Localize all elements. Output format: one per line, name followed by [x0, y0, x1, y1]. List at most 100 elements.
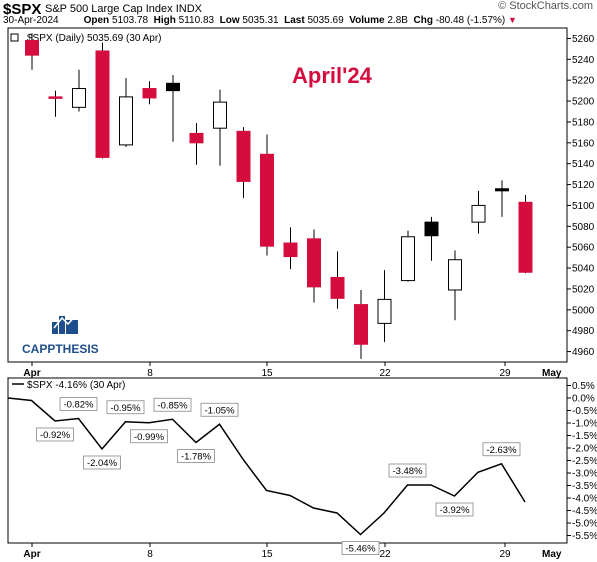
price-tick-label: 4960 [572, 347, 595, 358]
low-label: Low [219, 15, 240, 26]
quote-date: 30-Apr-2024 [3, 15, 59, 26]
date-tick-label: 8 [147, 368, 153, 379]
data-label: -1.05% [204, 405, 235, 416]
candle-body [189, 132, 204, 144]
price-tick-label: 4980 [572, 326, 595, 337]
data-label-box [388, 463, 427, 478]
date-tick-label: 29 [499, 549, 511, 560]
data-label: -1.78% [181, 452, 212, 463]
perf-tick-label: -2.0% [572, 444, 597, 455]
perf-tick-label: -2.5% [572, 456, 597, 467]
perf-tick-label: -5.0% [572, 519, 597, 530]
high-label: High [153, 15, 176, 26]
data-label-box [36, 427, 74, 442]
candle-body [518, 201, 533, 273]
date-tick-label: Apr [23, 368, 40, 379]
data-label: -0.82% [63, 400, 94, 411]
perf-tick-label: -1.0% [572, 419, 597, 430]
volume-value: 2.8B [387, 15, 408, 26]
date-tick-label: 15 [261, 549, 273, 560]
data-label-box [200, 402, 239, 417]
price-tick-label: 5240 [572, 55, 595, 66]
last-value: 5035.69 [307, 15, 344, 26]
logo-text: CAPPTHESIS [22, 342, 99, 356]
chg-value: -80.48 (-1.57%) [435, 15, 506, 26]
annotation-text: April'24 [292, 63, 373, 88]
data-label: -0.92% [40, 430, 71, 441]
candle-body [25, 40, 39, 56]
perf-tick-label: 0.5% [572, 381, 595, 392]
candle-body [72, 88, 86, 108]
data-label: -3.92% [439, 505, 470, 516]
date-tick-label: May [542, 549, 562, 560]
data-label-box [106, 400, 145, 415]
exchange: INDX [175, 3, 202, 15]
price-tick-label: 5160 [572, 138, 595, 149]
perf-tick-label: -0.5% [572, 406, 597, 417]
data-label: -0.99% [134, 432, 165, 443]
candle-body [401, 236, 415, 282]
data-label-box [341, 541, 380, 555]
candle-body [283, 242, 298, 258]
data-label-box [177, 449, 215, 463]
candle-body [95, 50, 110, 158]
date-tick-label: 29 [499, 368, 511, 379]
candle-body [377, 298, 392, 324]
candle-body [213, 101, 227, 129]
candle-body [354, 304, 368, 345]
date-tick-label: 22 [379, 368, 391, 379]
data-label: -3.48% [392, 466, 423, 477]
price-panel [7, 27, 568, 363]
data-label: -0.85% [157, 400, 188, 411]
candle-body [142, 88, 157, 99]
quote-bar: 30-Apr-2024 Open 5103.78 High 5110.83 Lo… [3, 15, 517, 26]
chg-label: Chg [413, 15, 433, 26]
last-label: Last [284, 15, 305, 26]
open-value: 5103.78 [111, 15, 149, 26]
data-label-box [130, 429, 168, 444]
perf-tick-label: -3.5% [572, 481, 597, 492]
logo-bar-2 [59, 316, 65, 334]
date-tick-label: 8 [147, 549, 153, 560]
price-tick-label: 5120 [572, 180, 595, 191]
perf-tick-label: -3.0% [572, 469, 597, 480]
data-label-box [153, 397, 192, 412]
price-tick-label: 5040 [572, 264, 595, 275]
data-label-box [59, 397, 98, 411]
data-label: -5.46% [345, 544, 376, 555]
price-tick-label: 5180 [572, 117, 595, 128]
price-tick-label: 5200 [572, 97, 595, 108]
candle-body [495, 188, 509, 192]
low-value: 5035.31 [242, 15, 279, 26]
perf-tick-label: -1.5% [572, 431, 597, 442]
price-tick-label: 5000 [572, 305, 595, 316]
data-label-box [435, 502, 474, 517]
candle-body [330, 276, 345, 299]
price-tick-label: 5060 [572, 243, 595, 254]
data-label: -2.63% [486, 445, 517, 456]
index-name: S&P 500 Large Cap Index [45, 3, 173, 15]
price-legend: $SPX (Daily) 5035.69 (30 Apr) [27, 33, 162, 44]
perf-tick-label: -4.0% [572, 494, 597, 505]
candle-body [307, 238, 321, 288]
price-tick-label: 5220 [572, 76, 595, 87]
data-label-box [482, 442, 521, 457]
brand-stockcharts[interactable]: © StockCharts.com [498, 0, 593, 12]
price-tick-label: 5100 [572, 201, 595, 212]
candle-body [236, 130, 251, 182]
candle-body [119, 96, 133, 146]
ticker-symbol: $SPX [3, 1, 42, 18]
high-value: 5110.83 [178, 15, 215, 26]
perf-tick-label: -5.5% [572, 531, 597, 542]
date-tick-label: 22 [379, 549, 391, 560]
logo-bar-3 [66, 320, 78, 334]
candle-body [260, 153, 274, 247]
legend-candle-icon [10, 33, 19, 42]
logo-bar-1 [52, 322, 58, 334]
candle-body [424, 221, 439, 237]
date-tick-label: May [542, 368, 562, 379]
date-tick-label: Apr [23, 549, 40, 560]
perf-line [7, 397, 526, 536]
price-tick-label: 5080 [572, 222, 595, 233]
